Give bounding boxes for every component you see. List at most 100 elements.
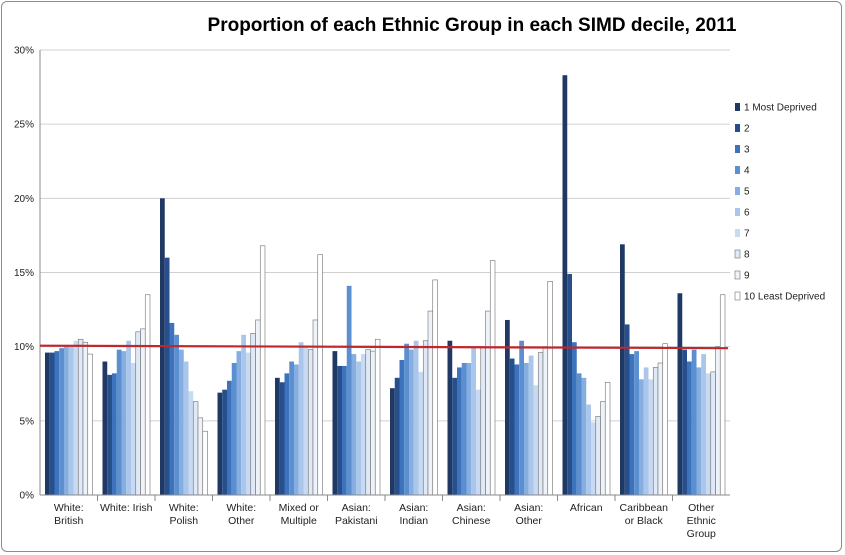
bar — [480, 346, 486, 496]
bar — [706, 373, 711, 495]
bar — [505, 319, 510, 495]
bar — [528, 355, 534, 495]
bar — [476, 389, 481, 495]
bar — [447, 340, 453, 495]
bar — [591, 422, 596, 495]
bar — [217, 392, 223, 495]
bar — [317, 254, 323, 496]
bar — [370, 350, 376, 496]
bar — [715, 346, 721, 496]
y-axis-ticks: 0% 5% 10% 15% 20% 25% 30% — [14, 46, 34, 502]
bar — [73, 340, 79, 495]
legend-swatch — [735, 124, 740, 132]
bar — [361, 354, 366, 495]
x-tick-label: White: Irish — [100, 502, 153, 514]
x-tick-label: Caribbean — [620, 502, 669, 514]
bar — [648, 379, 654, 495]
y-tick-label: 10% — [14, 342, 34, 353]
bar — [202, 430, 208, 496]
bar — [562, 75, 568, 495]
legend-label: 2 — [744, 124, 750, 135]
legend-label: 6 — [744, 208, 750, 219]
x-tick-label: Asian: — [399, 502, 428, 514]
bar — [259, 245, 266, 496]
legend-label: 8 — [744, 250, 750, 261]
bar — [342, 365, 347, 495]
bar — [399, 360, 405, 495]
bar — [524, 362, 529, 495]
bar — [131, 362, 136, 495]
bar — [581, 377, 587, 495]
x-tick-label: Indian — [399, 515, 428, 527]
bar — [49, 352, 55, 495]
bar — [346, 285, 352, 495]
bar — [279, 382, 285, 495]
bar — [332, 351, 338, 495]
bar — [289, 361, 294, 495]
legend: 1 Most Deprived 2 3 4 5 6 7 8 9 10 Least Deprived — [734, 103, 825, 303]
x-tick-label: or Black — [625, 515, 664, 527]
bar — [246, 352, 251, 495]
y-tick-label: 20% — [14, 194, 34, 205]
x-tick-label: African — [570, 502, 603, 514]
bar — [307, 349, 314, 496]
bar — [241, 334, 246, 495]
x-tick-label: White: — [169, 502, 199, 514]
bar — [691, 349, 697, 495]
bar — [54, 351, 60, 495]
legend-swatch — [734, 291, 741, 301]
bar — [169, 322, 175, 495]
bar — [624, 324, 630, 495]
bar — [174, 334, 179, 495]
bar — [303, 346, 309, 495]
x-tick-label: Asian: — [514, 502, 543, 514]
bar — [231, 362, 237, 495]
bar — [682, 349, 687, 495]
bar — [519, 340, 524, 495]
bar — [643, 367, 649, 495]
bar — [64, 346, 69, 495]
x-tick-label: Other — [688, 502, 715, 514]
bar — [374, 338, 381, 496]
legend-swatch — [735, 208, 740, 216]
bar — [250, 333, 256, 496]
bar — [509, 358, 515, 495]
bar — [45, 352, 50, 495]
bar — [227, 380, 232, 495]
bar — [356, 361, 361, 495]
bar — [116, 349, 122, 495]
bar — [719, 294, 726, 496]
bar — [164, 257, 170, 495]
legend-label: 1 Most Deprived — [744, 103, 817, 114]
bar — [422, 340, 429, 496]
bar — [634, 351, 639, 495]
bar — [604, 381, 611, 496]
bar — [595, 416, 601, 496]
bar — [701, 354, 706, 495]
bar — [337, 365, 342, 495]
bar — [485, 310, 491, 496]
bar — [533, 385, 539, 495]
bar — [107, 374, 112, 495]
x-tick-label: Chinese — [452, 515, 491, 527]
legend-label: 3 — [744, 145, 750, 156]
bar — [567, 273, 572, 495]
bar — [413, 340, 419, 495]
x-tick-label: Other — [516, 515, 543, 527]
x-tick-label: White: — [226, 502, 256, 514]
bar — [418, 371, 424, 495]
legend-swatch — [734, 270, 741, 280]
bar — [572, 342, 577, 495]
bar — [657, 362, 664, 496]
bar — [192, 401, 199, 496]
bar — [144, 294, 151, 496]
bar — [409, 349, 414, 495]
x-tick-label: White: — [54, 502, 84, 514]
y-tick-label: 5% — [20, 416, 35, 427]
bar — [404, 343, 409, 495]
bar — [662, 343, 668, 496]
reference-line — [39, 344, 729, 350]
bar — [461, 362, 467, 495]
bar — [547, 281, 553, 496]
bar — [427, 310, 434, 496]
